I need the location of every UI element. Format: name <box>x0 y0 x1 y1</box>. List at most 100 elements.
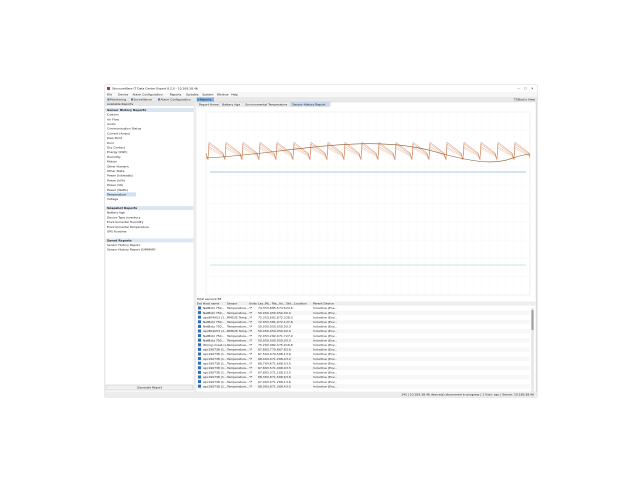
table-cell: 53.8 <box>265 306 272 310</box>
menu-item[interactable]: Reports <box>170 93 182 97</box>
menu-item[interactable]: Help <box>231 93 238 97</box>
table-cell: 82.4 <box>272 343 279 347</box>
table-cell: 75.2 <box>258 343 265 347</box>
selected-highlight <box>106 192 136 197</box>
report-item[interactable]: Other State <box>107 169 125 173</box>
column-header[interactable]: Host name <box>203 302 219 306</box>
table-row[interactable] <box>196 384 530 389</box>
table-row[interactable] <box>196 324 530 329</box>
report-tab[interactable] <box>290 101 331 107</box>
report-tab[interactable] <box>220 101 243 107</box>
column-header[interactable]: Ma... <box>272 302 279 306</box>
report-item[interactable]: Air Flow <box>107 117 119 121</box>
report-item[interactable]: Dew Point <box>107 136 123 140</box>
menu-item[interactable]: Window <box>217 93 229 97</box>
menu-item[interactable]: Alarm Configuration <box>133 93 163 97</box>
report-item[interactable]: Power (VA) <box>107 183 123 187</box>
table-row[interactable] <box>196 356 530 361</box>
table-row[interactable] <box>196 347 530 352</box>
report-item[interactable]: Current (Amps) <box>107 131 130 135</box>
ext-icon <box>198 347 201 351</box>
report-item[interactable]: Communication Status <box>107 127 142 131</box>
column-header[interactable]: Mi... <box>265 302 271 306</box>
menu-item[interactable]: System <box>202 93 213 97</box>
report-item[interactable]: Sensor History Report SUMMARY <box>107 248 156 252</box>
report-item[interactable]: Humidity <box>107 155 121 159</box>
report-item[interactable]: Device Type Inventory <box>107 215 141 219</box>
toolbar-tab-label[interactable]: Reports <box>200 98 212 102</box>
ext-icon <box>198 357 201 361</box>
report-tab[interactable] <box>243 101 290 107</box>
report-item[interactable]: Sensor History Report <box>107 243 141 247</box>
menu-item[interactable]: Device <box>118 93 128 97</box>
table-row[interactable] <box>196 342 530 348</box>
table-row[interactable] <box>196 338 530 343</box>
toolbar-tab[interactable] <box>130 97 157 102</box>
report-item[interactable]: Audio <box>107 122 116 126</box>
report-tab-label[interactable]: Environmental Temperature <box>245 102 287 106</box>
report-item[interactable]: Battery Age <box>107 211 125 215</box>
table-row[interactable] <box>196 365 530 371</box>
report-item[interactable]: Environmental Temperature <box>107 225 149 229</box>
column-header[interactable]: Las... <box>258 302 266 306</box>
report-item[interactable]: Power (kilowatts) <box>107 174 133 178</box>
report-item[interactable]: Temperature <box>106 193 126 197</box>
table-cell: Inductive (Env... <box>313 325 337 329</box>
report-item[interactable]: Environmental Humidity <box>107 220 144 224</box>
window-control[interactable]: — <box>517 87 520 91</box>
toolbar-tab-label[interactable]: Surveillance <box>134 98 153 102</box>
table-row[interactable] <box>196 315 530 320</box>
toolbar-tab[interactable] <box>196 97 214 102</box>
column-header[interactable]: Ext <box>197 302 203 306</box>
column-header[interactable]: Units <box>249 302 257 306</box>
report-item[interactable]: UPS Runtime <box>107 230 127 234</box>
report-tab-label[interactable]: Report Home <box>199 102 219 106</box>
menu-item[interactable]: Updates <box>186 93 199 97</box>
report-item[interactable]: Power (Watts) <box>107 188 128 192</box>
table-cell: °F <box>249 361 253 365</box>
report-item[interactable]: Custom <box>107 113 119 117</box>
report-item[interactable]: Other Numeric <box>107 164 129 168</box>
table-row[interactable] <box>196 319 530 325</box>
scrollbar[interactable] <box>531 308 534 392</box>
scrollbar-thumb[interactable] <box>531 310 534 330</box>
report-item[interactable]: Door <box>107 141 115 145</box>
column-header[interactable]: Av... <box>279 302 285 306</box>
toolbar-tab-label[interactable]: Alarm Configuration <box>161 98 191 102</box>
toolbar-tab[interactable] <box>107 97 130 102</box>
report-item[interactable]: Power (kVA) <box>107 178 125 182</box>
table-cell: 50.0 <box>272 338 279 342</box>
table-cell: apc190738 (1... <box>203 366 227 370</box>
column-header[interactable]: Std... <box>286 302 294 306</box>
generate-button-label[interactable]: Generate Report <box>137 386 163 390</box>
report-item[interactable]: Dry Contact <box>107 146 126 150</box>
table-cell: Inductive (Env... <box>313 306 337 310</box>
table-row[interactable] <box>196 306 530 311</box>
menu-item[interactable]: File <box>107 93 112 97</box>
column-header[interactable]: Sensor <box>227 302 238 306</box>
report-tab-label[interactable]: Sensor History Report <box>292 102 326 106</box>
report-item[interactable]: Voltage <box>107 197 118 201</box>
window-control[interactable]: ✕ <box>531 87 534 91</box>
toolbar-tab-label[interactable]: Monitoring <box>110 98 126 102</box>
report-tab[interactable] <box>196 101 220 107</box>
report-tab-label[interactable]: Battery Age <box>222 102 240 106</box>
generate-button[interactable] <box>105 384 194 391</box>
column-header[interactable]: Location <box>294 302 307 306</box>
table-row[interactable] <box>196 329 530 334</box>
report-item[interactable]: Energy (kWh) <box>107 150 127 154</box>
toolbar-tab[interactable] <box>157 97 196 102</box>
table-row[interactable] <box>196 379 530 384</box>
table-row[interactable] <box>196 370 530 375</box>
window-control[interactable]: ☐ <box>524 87 527 91</box>
column-header[interactable]: Parent Device <box>313 302 334 306</box>
window-title: StruxureWare IT Data Center Expert 8.2.0… <box>112 87 198 91</box>
table-row[interactable] <box>196 352 530 357</box>
table-row[interactable] <box>196 310 530 315</box>
table-cell: Temperature... <box>226 334 249 338</box>
report-item[interactable]: Motion <box>107 160 117 164</box>
ext-icon <box>198 343 201 347</box>
table-row[interactable] <box>196 333 530 338</box>
table-row[interactable] <box>196 375 530 380</box>
table-row[interactable] <box>196 361 530 366</box>
